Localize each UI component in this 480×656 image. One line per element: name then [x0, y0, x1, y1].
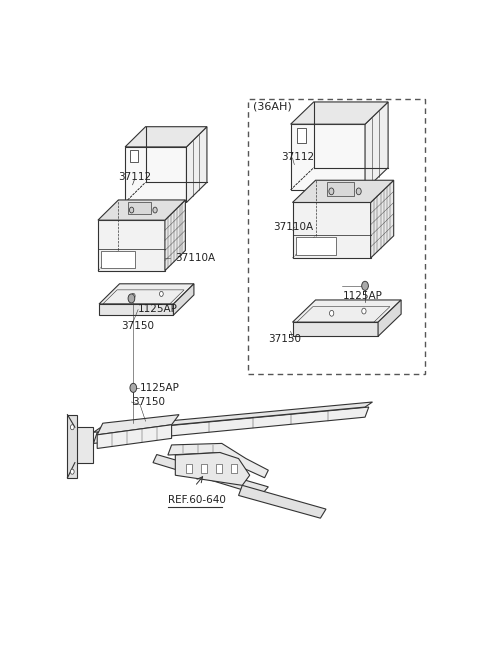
Polygon shape [173, 284, 194, 315]
Circle shape [330, 310, 334, 316]
Circle shape [130, 383, 137, 392]
Polygon shape [296, 237, 336, 255]
Circle shape [159, 291, 163, 297]
Circle shape [329, 188, 334, 195]
Circle shape [130, 207, 134, 213]
Polygon shape [186, 127, 207, 203]
Polygon shape [99, 304, 173, 315]
Text: 1125AP: 1125AP [138, 304, 178, 314]
Text: 37110A: 37110A [175, 253, 216, 263]
Polygon shape [128, 202, 151, 214]
Circle shape [356, 188, 361, 195]
Polygon shape [168, 443, 268, 478]
Polygon shape [365, 102, 388, 190]
Polygon shape [292, 180, 394, 203]
Polygon shape [216, 464, 222, 473]
Circle shape [132, 293, 135, 298]
Polygon shape [99, 284, 194, 304]
Polygon shape [231, 464, 237, 473]
Text: 1125AP: 1125AP [140, 383, 180, 393]
Polygon shape [94, 402, 372, 432]
Circle shape [71, 469, 74, 474]
Polygon shape [130, 150, 138, 163]
Polygon shape [101, 251, 135, 268]
Polygon shape [327, 182, 354, 195]
Polygon shape [153, 455, 268, 495]
Circle shape [362, 308, 366, 314]
Text: 37110A: 37110A [273, 222, 313, 232]
Polygon shape [98, 200, 185, 220]
Polygon shape [165, 200, 185, 271]
Polygon shape [94, 407, 369, 443]
Circle shape [153, 207, 157, 213]
Text: REF.60-640: REF.60-640 [168, 495, 226, 506]
Text: 1125AP: 1125AP [343, 291, 383, 301]
Polygon shape [202, 464, 207, 473]
Circle shape [128, 294, 135, 303]
Polygon shape [290, 102, 388, 124]
Polygon shape [125, 147, 186, 203]
Polygon shape [292, 300, 401, 322]
Polygon shape [186, 464, 192, 473]
Circle shape [362, 281, 368, 291]
Polygon shape [97, 424, 172, 449]
FancyBboxPatch shape [248, 99, 424, 374]
Polygon shape [239, 485, 326, 518]
Polygon shape [125, 127, 207, 147]
Text: 37150: 37150 [121, 321, 155, 331]
Text: 37112: 37112 [118, 173, 151, 182]
Polygon shape [297, 128, 306, 142]
Polygon shape [67, 415, 77, 478]
Polygon shape [371, 180, 394, 258]
Text: 37150: 37150 [132, 397, 166, 407]
Polygon shape [75, 427, 94, 462]
Polygon shape [290, 124, 365, 190]
Bar [70, 434, 74, 464]
Polygon shape [292, 203, 371, 258]
Polygon shape [98, 220, 165, 271]
Text: 37150: 37150 [268, 334, 301, 344]
Circle shape [71, 424, 74, 430]
Polygon shape [175, 453, 250, 485]
Polygon shape [97, 415, 179, 435]
Polygon shape [378, 300, 401, 337]
Polygon shape [292, 322, 378, 337]
Text: (36AH): (36AH) [253, 102, 292, 112]
Text: 37112: 37112 [281, 152, 314, 162]
